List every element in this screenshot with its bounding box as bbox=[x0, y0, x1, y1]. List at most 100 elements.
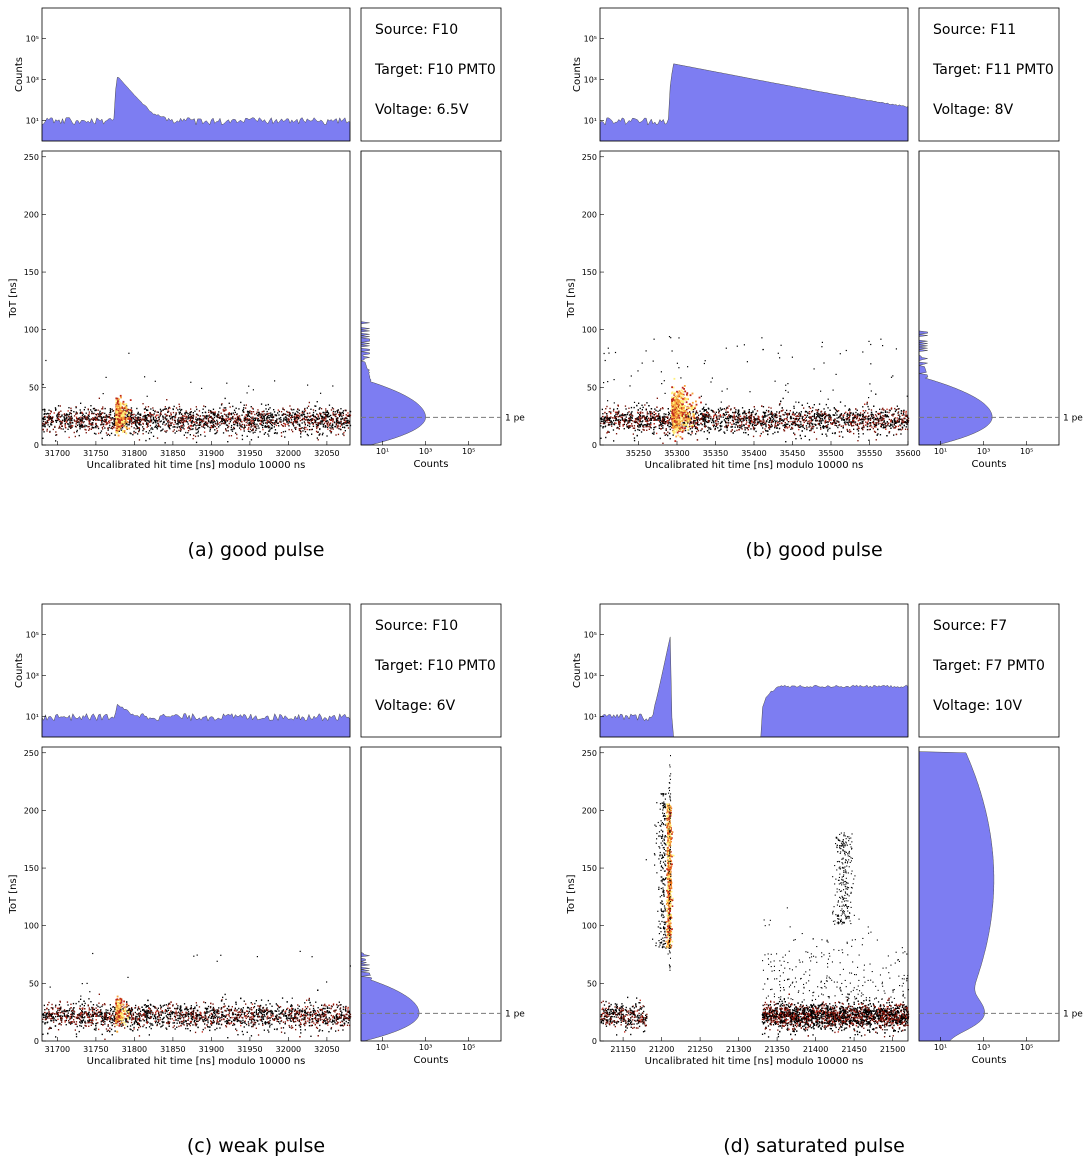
data-point bbox=[235, 432, 237, 434]
data-point bbox=[132, 416, 134, 418]
data-point bbox=[204, 435, 206, 437]
data-point bbox=[901, 421, 904, 424]
data-point bbox=[329, 427, 331, 429]
data-point bbox=[298, 414, 300, 417]
data-point bbox=[123, 407, 126, 410]
data-point bbox=[807, 420, 809, 423]
data-point bbox=[58, 419, 60, 421]
data-point bbox=[303, 410, 305, 412]
data-point bbox=[63, 413, 66, 415]
data-point bbox=[287, 421, 289, 423]
data-point bbox=[78, 434, 80, 437]
data-point bbox=[768, 421, 771, 423]
data-point bbox=[190, 425, 192, 428]
data-point bbox=[115, 426, 118, 429]
data-point bbox=[289, 412, 291, 414]
data-point bbox=[303, 412, 305, 414]
data-point bbox=[302, 417, 304, 420]
data-point bbox=[125, 412, 128, 414]
data-point bbox=[344, 417, 346, 419]
data-point bbox=[154, 380, 156, 382]
data-point bbox=[840, 431, 843, 433]
data-point bbox=[283, 409, 285, 411]
data-point bbox=[697, 416, 699, 419]
data-point bbox=[144, 417, 146, 419]
data-point bbox=[748, 409, 750, 411]
data-point bbox=[726, 406, 728, 409]
data-point bbox=[296, 421, 299, 423]
data-point bbox=[291, 416, 293, 418]
data-point bbox=[225, 430, 228, 432]
data-point bbox=[159, 421, 161, 423]
data-point bbox=[867, 412, 869, 414]
data-point bbox=[236, 419, 239, 421]
data-point bbox=[196, 419, 198, 421]
data-point bbox=[349, 414, 352, 416]
data-point bbox=[901, 418, 903, 420]
data-point bbox=[149, 420, 151, 422]
data-point bbox=[846, 419, 848, 421]
data-point bbox=[342, 410, 345, 412]
data-point bbox=[219, 407, 221, 409]
data-point bbox=[320, 392, 322, 394]
data-point bbox=[295, 428, 297, 430]
data-point bbox=[262, 422, 265, 424]
data-point bbox=[44, 426, 46, 428]
data-point bbox=[169, 417, 172, 420]
data-point bbox=[193, 424, 195, 426]
data-point bbox=[159, 413, 161, 415]
data-point bbox=[295, 415, 298, 417]
data-point bbox=[126, 414, 128, 416]
data-point bbox=[696, 416, 699, 418]
data-point bbox=[335, 413, 337, 415]
data-point bbox=[189, 413, 191, 415]
data-point bbox=[771, 425, 773, 428]
data-point bbox=[278, 425, 280, 427]
data-point bbox=[660, 408, 662, 410]
data-point bbox=[871, 415, 873, 418]
data-point bbox=[85, 412, 87, 414]
data-point bbox=[115, 416, 117, 418]
data-point bbox=[156, 437, 159, 439]
data-point bbox=[178, 411, 180, 413]
data-point bbox=[314, 421, 317, 423]
data-point bbox=[237, 417, 240, 420]
data-point bbox=[56, 414, 58, 416]
data-point bbox=[70, 409, 73, 412]
data-point bbox=[129, 415, 132, 418]
data-point bbox=[128, 416, 130, 418]
data-point bbox=[80, 422, 82, 424]
data-point bbox=[64, 414, 66, 416]
data-point bbox=[315, 417, 318, 419]
data-point bbox=[617, 426, 619, 429]
data-point bbox=[169, 407, 171, 409]
data-point bbox=[133, 432, 135, 434]
data-point bbox=[225, 424, 228, 426]
data-point bbox=[166, 418, 168, 420]
data-point bbox=[260, 422, 262, 425]
data-point bbox=[190, 417, 192, 419]
data-point bbox=[717, 408, 720, 411]
data-point bbox=[616, 419, 618, 421]
data-point bbox=[148, 430, 151, 432]
data-point bbox=[335, 434, 337, 436]
data-point bbox=[42, 409, 44, 411]
data-point bbox=[325, 408, 327, 410]
data-point bbox=[330, 430, 332, 433]
data-point bbox=[147, 406, 150, 408]
data-point bbox=[203, 420, 205, 422]
data-point bbox=[260, 413, 262, 415]
data-point bbox=[118, 423, 121, 426]
data-point bbox=[257, 411, 260, 414]
data-point bbox=[95, 419, 98, 421]
data-point bbox=[775, 425, 778, 427]
side-x-tick-label: 10⁵ bbox=[462, 447, 475, 456]
data-point bbox=[322, 411, 324, 414]
data-point bbox=[836, 414, 838, 416]
data-point bbox=[109, 408, 111, 410]
data-point bbox=[318, 418, 320, 420]
data-point bbox=[782, 397, 784, 400]
data-point bbox=[212, 421, 215, 423]
data-point bbox=[55, 440, 57, 442]
data-point bbox=[173, 426, 176, 428]
